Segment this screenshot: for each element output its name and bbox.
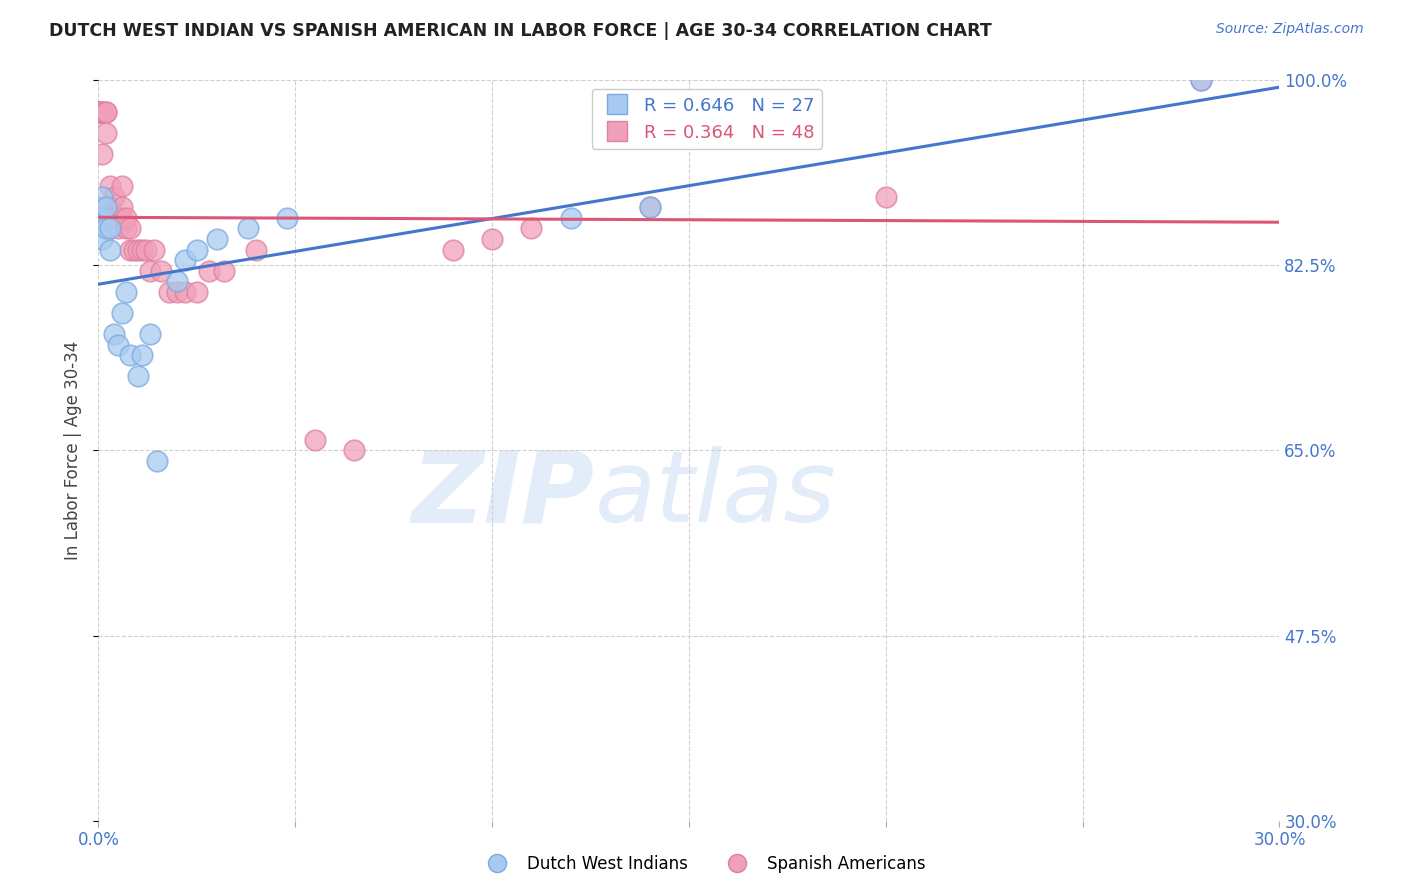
Point — [157, 285, 180, 299]
Point — [481, 232, 503, 246]
Point — [638, 200, 661, 214]
Point — [98, 200, 121, 214]
Point — [96, 200, 118, 214]
Point — [115, 211, 138, 225]
Point — [214, 263, 236, 277]
Point — [441, 243, 464, 257]
Point — [98, 221, 121, 235]
Point — [205, 232, 228, 246]
Point — [135, 243, 157, 257]
Point — [96, 126, 118, 140]
Point — [174, 285, 197, 299]
Point — [560, 211, 582, 225]
Point — [138, 327, 160, 342]
Point — [166, 285, 188, 299]
Point — [96, 221, 118, 235]
Point — [174, 253, 197, 268]
Point — [343, 443, 366, 458]
Point — [103, 327, 125, 342]
Point — [91, 211, 114, 225]
Point — [91, 105, 114, 120]
Point — [96, 105, 118, 120]
Point — [107, 337, 129, 351]
Point — [103, 211, 125, 225]
Point — [115, 221, 138, 235]
Point — [875, 189, 897, 203]
Point — [87, 105, 110, 120]
Y-axis label: In Labor Force | Age 30-34: In Labor Force | Age 30-34 — [65, 341, 83, 560]
Point — [91, 147, 114, 161]
Point — [122, 243, 145, 257]
Point — [107, 221, 129, 235]
Point — [91, 189, 114, 203]
Point — [520, 221, 543, 235]
Point — [186, 243, 208, 257]
Point — [131, 348, 153, 362]
Point — [115, 285, 138, 299]
Point — [276, 211, 298, 225]
Point — [142, 243, 165, 257]
Point — [87, 105, 110, 120]
Point — [127, 243, 149, 257]
Point — [87, 211, 110, 225]
Point — [111, 200, 134, 214]
Point — [111, 306, 134, 320]
Text: ZIP: ZIP — [412, 446, 595, 543]
Point — [91, 232, 114, 246]
Point — [87, 105, 110, 120]
Legend: R = 0.646   N = 27, R = 0.364   N = 48: R = 0.646 N = 27, R = 0.364 N = 48 — [592, 89, 821, 149]
Point — [98, 243, 121, 257]
Point — [96, 200, 118, 214]
Point — [197, 263, 219, 277]
Text: atlas: atlas — [595, 446, 837, 543]
Point — [236, 221, 259, 235]
Point — [118, 221, 141, 235]
Point — [107, 211, 129, 225]
Point — [96, 105, 118, 120]
Point — [118, 243, 141, 257]
Point — [103, 211, 125, 225]
Point — [138, 263, 160, 277]
Point — [245, 243, 267, 257]
Point — [638, 200, 661, 214]
Point — [166, 274, 188, 288]
Point — [98, 211, 121, 225]
Point — [103, 189, 125, 203]
Point — [111, 211, 134, 225]
Point — [186, 285, 208, 299]
Point — [150, 263, 173, 277]
Point — [1189, 73, 1212, 87]
Point — [146, 454, 169, 468]
Text: DUTCH WEST INDIAN VS SPANISH AMERICAN IN LABOR FORCE | AGE 30-34 CORRELATION CHA: DUTCH WEST INDIAN VS SPANISH AMERICAN IN… — [49, 22, 993, 40]
Point — [91, 105, 114, 120]
Point — [127, 369, 149, 384]
Point — [91, 105, 114, 120]
Point — [131, 243, 153, 257]
Point — [118, 348, 141, 362]
Point — [87, 200, 110, 214]
Point — [304, 433, 326, 447]
Text: Source: ZipAtlas.com: Source: ZipAtlas.com — [1216, 22, 1364, 37]
Point — [1189, 73, 1212, 87]
Point — [98, 179, 121, 194]
Point — [111, 179, 134, 194]
Legend: Dutch West Indians, Spanish Americans: Dutch West Indians, Spanish Americans — [474, 848, 932, 880]
